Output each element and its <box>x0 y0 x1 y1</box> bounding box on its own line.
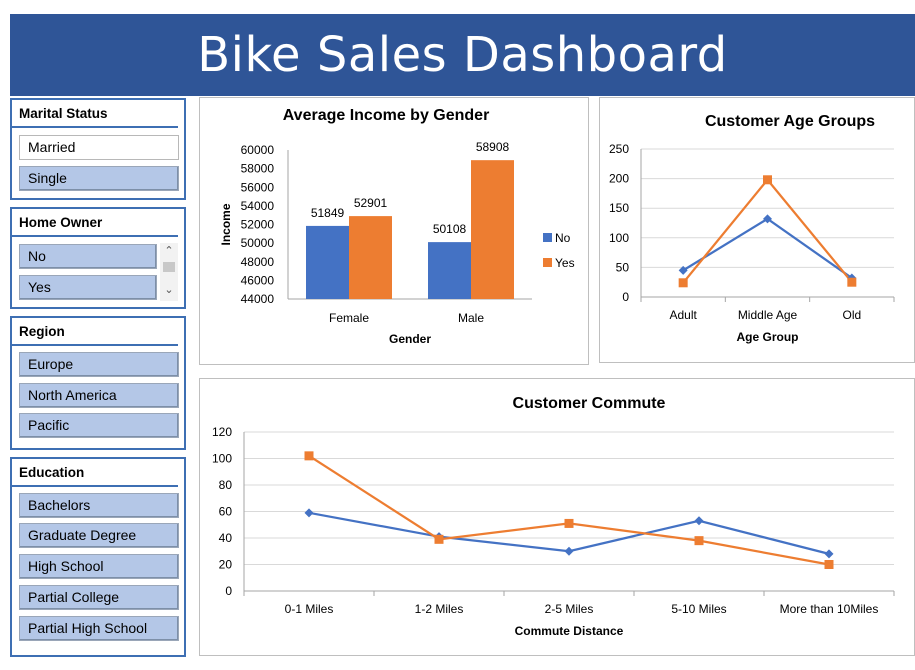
y-tick-label: 60 <box>219 505 233 519</box>
y-tick-label: 0 <box>225 584 232 598</box>
point-yes <box>763 175 772 185</box>
slicer-item-graduate-degree[interactable]: Graduate Degree <box>19 523 179 548</box>
x-tick-label: 5-10 Miles <box>671 602 726 616</box>
y-tick-label: 50 <box>616 260 630 274</box>
slicer-scrollbar[interactable]: ⌃ ⌄ <box>160 243 178 301</box>
slicer-marital-status: Marital Status Married Single <box>10 98 186 200</box>
y-tick-label: 100 <box>609 231 629 245</box>
y-tick-label: 50000 <box>241 236 275 250</box>
age-chart: Customer Age Groups 250 200 150 100 50 0 Adult M… <box>609 113 895 344</box>
x-tick-label: More than 10Miles <box>780 602 879 616</box>
slicer-item-single[interactable]: Single <box>19 166 179 191</box>
y-tick-label: 54000 <box>241 199 275 213</box>
y-tick-label: 60000 <box>241 143 275 157</box>
x-tick-label: 2-5 Miles <box>545 602 594 616</box>
x-tick-label: Middle Age <box>738 308 798 322</box>
point-no <box>824 549 834 559</box>
legend-label-no: No <box>555 231 571 245</box>
data-label: 51849 <box>311 206 345 220</box>
x-tick-label: Adult <box>669 308 697 322</box>
point-no <box>564 546 574 556</box>
y-tick-label: 46000 <box>241 273 275 287</box>
y-tick-label: 250 <box>609 142 629 156</box>
y-axis-title: Income <box>219 203 233 245</box>
slicer-item-no[interactable]: No <box>19 244 157 269</box>
data-label: 52901 <box>354 196 388 210</box>
point-no <box>678 265 688 275</box>
y-tick-label: 52000 <box>241 218 275 232</box>
age-chart-panel: Customer Age Groups 250 200 150 100 50 0 Adult M… <box>599 97 915 363</box>
y-tick-label: 120 <box>212 425 232 439</box>
legend-swatch-yes <box>543 258 552 267</box>
dashboard-title: Bike Sales Dashboard <box>10 14 915 96</box>
slicer-title: Home Owner <box>12 209 178 237</box>
point-yes <box>694 536 704 546</box>
income-chart-panel: Average Income by Gender 60000 58000 56000 5… <box>199 97 589 365</box>
commute-chart-panel: Customer Commute 120 100 80 60 40 20 0 0-1 Miles… <box>199 378 915 656</box>
y-tick-label: 40 <box>219 531 233 545</box>
bar-yes-female <box>349 216 392 299</box>
y-tick-label: 44000 <box>241 292 275 306</box>
x-tick-label: 1-2 Miles <box>415 602 464 616</box>
point-no <box>763 214 772 224</box>
y-tick-label: 56000 <box>241 180 275 194</box>
chevron-up-icon[interactable]: ⌃ <box>164 245 174 257</box>
chart-title: Customer Commute <box>513 395 666 412</box>
x-axis-title: Gender <box>389 332 431 346</box>
slicer-item-bachelors[interactable]: Bachelors <box>19 493 179 518</box>
y-tick-label: 100 <box>212 452 232 466</box>
slicer-title: Education <box>12 459 178 487</box>
point-yes <box>847 277 857 287</box>
slicer-item-partial-college[interactable]: Partial College <box>19 585 179 610</box>
bar-yes-male <box>471 160 514 299</box>
point-yes <box>678 278 688 288</box>
slicer-item-married[interactable]: Married <box>19 135 179 160</box>
slicer-item-north-america[interactable]: North America <box>19 383 179 408</box>
slicer-title: Region <box>12 318 178 346</box>
slicer-education: Education Bachelors Graduate Degree High… <box>10 457 186 657</box>
point-yes <box>434 534 444 544</box>
slicer-item-pacific[interactable]: Pacific <box>19 413 179 438</box>
y-tick-label: 80 <box>219 478 233 492</box>
series-line-no <box>682 217 853 279</box>
y-tick-label: 58000 <box>241 162 275 176</box>
x-tick-label: Old <box>842 308 861 322</box>
point-yes <box>304 451 314 461</box>
y-tick-label: 150 <box>609 201 629 215</box>
commute-chart: Customer Commute 120 100 80 60 40 20 0 0-1 Miles… <box>212 395 895 638</box>
slicer-item-partial-high-school[interactable]: Partial High School <box>19 616 179 641</box>
slicer-item-yes[interactable]: Yes <box>19 275 157 300</box>
chevron-down-icon[interactable]: ⌄ <box>164 284 174 296</box>
chart-title: Customer Age Groups <box>705 113 875 130</box>
slicer-item-high-school[interactable]: High School <box>19 554 179 579</box>
x-tick-label: 0-1 Miles <box>285 602 334 616</box>
slicer-region: Region Europe North America Pacific <box>10 316 186 450</box>
slicer-home-owner: Home Owner No Yes ⌃ ⌄ <box>10 207 186 309</box>
bar-no-female <box>306 225 349 299</box>
x-tick-label: Female <box>329 311 369 325</box>
x-axis-title: Age Group <box>737 330 799 344</box>
point-no <box>694 516 704 526</box>
data-label: 50108 <box>433 222 467 236</box>
slicer-item-europe[interactable]: Europe <box>19 352 179 377</box>
income-chart: Average Income by Gender 60000 58000 56000 5… <box>219 107 575 346</box>
point-no <box>304 508 314 518</box>
y-tick-label: 20 <box>219 558 233 572</box>
y-tick-label: 48000 <box>241 255 275 269</box>
slicer-title: Marital Status <box>12 100 178 128</box>
point-yes <box>824 560 834 569</box>
legend-label-yes: Yes <box>555 256 575 270</box>
point-yes <box>564 518 574 528</box>
x-tick-label: Male <box>458 311 484 325</box>
x-axis-title: Commute Distance <box>515 624 624 638</box>
bar-no-male <box>428 242 471 299</box>
data-label: 58908 <box>476 140 510 154</box>
legend-swatch-no <box>543 233 552 242</box>
chart-title: Average Income by Gender <box>283 107 490 124</box>
y-tick-label: 200 <box>609 172 629 186</box>
y-tick-label: 0 <box>622 290 629 304</box>
scrollbar-thumb[interactable] <box>163 262 175 272</box>
